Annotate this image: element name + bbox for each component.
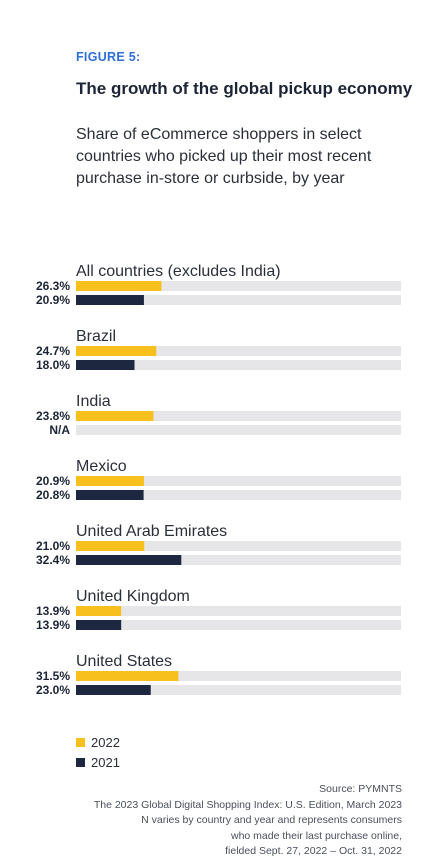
bar-track <box>76 295 401 305</box>
bar-2022-united-arab-emirates <box>76 541 145 551</box>
value-label-2021-brazil: 18.0% <box>36 358 70 372</box>
category-label-united-states: United States <box>76 653 172 670</box>
legend-item-2021: 2021 <box>76 752 120 772</box>
bar-2021-united-kingdom <box>76 620 122 630</box>
bar-track <box>76 620 401 630</box>
bar-track <box>76 685 401 695</box>
legend-swatch-2021 <box>76 757 85 767</box>
value-label-2021-india: N/A <box>49 423 70 437</box>
bar-track <box>76 671 401 681</box>
source-line: who made their last purchase online, <box>230 829 402 842</box>
category-label-united-arab-emirates: United Arab Emirates <box>76 523 227 540</box>
bar-track <box>76 425 401 435</box>
value-label-2022-all-countries-excludes-india: 26.3% <box>36 279 70 293</box>
bar-2022-all-countries-excludes-india <box>76 281 162 291</box>
bar-2021-united-states <box>76 685 151 695</box>
chart-subtitle: Share of eCommerce shoppers in select co… <box>76 126 372 187</box>
value-label-2022-united-kingdom: 13.9% <box>36 604 70 618</box>
legend-item-2022: 2022 <box>76 732 120 752</box>
source-line: The 2023 Global Digital Shopping Index: … <box>93 798 402 811</box>
bar-track <box>76 606 401 616</box>
bar-track <box>76 541 401 551</box>
category-label-united-kingdom: United Kingdom <box>76 588 190 605</box>
bar-2021-brazil <box>76 360 135 370</box>
value-label-2021-united-arab-emirates: 32.4% <box>36 553 70 567</box>
value-label-2021-all-countries-excludes-india: 20.9% <box>36 293 70 307</box>
bar-track <box>76 476 401 486</box>
bar-track <box>76 490 401 500</box>
value-label-2021-united-states: 23.0% <box>36 683 70 697</box>
category-label-india: India <box>76 393 111 410</box>
bar-2022-india <box>76 411 154 421</box>
bar-track <box>76 281 401 291</box>
source-line: fielded Sept. 27, 2022 – Oct. 31, 2022 <box>225 845 402 857</box>
legend: 2022 2021 <box>76 732 120 772</box>
value-label-2021-mexico: 20.8% <box>36 488 70 502</box>
bar-2021-all-countries-excludes-india <box>76 295 144 305</box>
bar-2021-united-arab-emirates <box>76 555 182 565</box>
bar-track <box>76 411 401 421</box>
source-note: Source: PYMNTS The 2023 Global Digital S… <box>22 782 402 860</box>
category-label-all-countries-excludes-india: All countries (excludes India) <box>76 263 281 280</box>
value-label-2021-united-kingdom: 13.9% <box>36 618 70 632</box>
bar-track <box>76 346 401 356</box>
category-label-brazil: Brazil <box>76 328 116 345</box>
value-label-2022-mexico: 20.9% <box>36 474 70 488</box>
category-label-mexico: Mexico <box>76 458 127 475</box>
chart-title: The growth of the global pickup economy <box>76 79 413 98</box>
bar-2021-mexico <box>76 490 144 500</box>
bar-track <box>76 555 401 565</box>
source-line: Source: PYMNTS <box>319 783 402 795</box>
value-label-2022-united-states: 31.5% <box>36 669 70 683</box>
bar-2022-united-states <box>76 671 179 681</box>
bar-2022-mexico <box>76 476 144 486</box>
legend-swatch-2022 <box>76 737 85 747</box>
value-label-2022-brazil: 24.7% <box>36 344 70 358</box>
value-label-2022-united-arab-emirates: 21.0% <box>36 539 70 553</box>
source-line: N varies by country and year and represe… <box>141 814 402 826</box>
legend-label-2021: 2021 <box>91 754 120 770</box>
value-label-2022-india: 23.8% <box>36 409 70 423</box>
bar-2022-brazil <box>76 346 157 356</box>
legend-label-2022: 2022 <box>91 734 120 750</box>
bar-2022-united-kingdom <box>76 606 122 616</box>
figure-label: FIGURE 5: <box>76 50 141 64</box>
bar-track <box>76 360 401 370</box>
